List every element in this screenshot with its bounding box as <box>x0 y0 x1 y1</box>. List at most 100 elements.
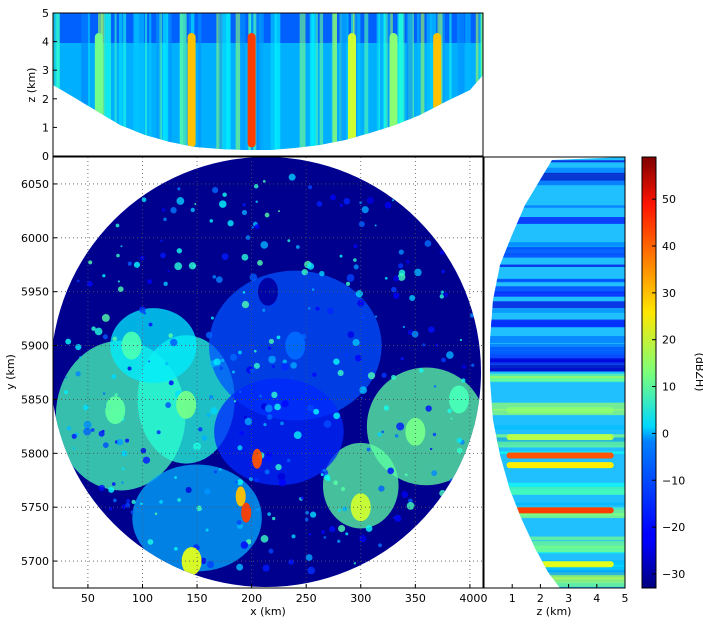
right-x-tick-label: 4 <box>593 592 600 605</box>
echo-cell <box>105 396 126 425</box>
top-panel: 0 1 2 3 4 5 z (km) <box>25 7 484 163</box>
right-x-tick-label: 5 <box>622 592 629 605</box>
echo-speckle <box>232 481 236 484</box>
top-column <box>356 13 361 150</box>
echo-speckle <box>353 264 359 270</box>
echo-speckle <box>71 433 77 439</box>
echo-speckle <box>311 288 315 291</box>
echo-speckle <box>345 532 349 536</box>
top-column <box>376 13 380 150</box>
echo-speckle <box>102 274 106 278</box>
echo-speckle <box>114 393 118 397</box>
echo-speckle <box>352 338 360 347</box>
echo-speckle <box>429 447 433 451</box>
echo-speckle <box>326 307 334 315</box>
top-column <box>55 13 60 150</box>
echo-speckle <box>154 512 158 516</box>
y-tick-label: 6050 <box>21 178 49 191</box>
echo-speckle <box>108 486 115 493</box>
echo-speckle <box>326 477 331 482</box>
echo-speckle <box>127 366 132 371</box>
echo-speckle <box>271 391 278 398</box>
main-y-ticks: 5700 5750 5800 5850 5900 5950 6000 6050 <box>21 178 57 568</box>
echo-speckle <box>322 468 326 472</box>
echo-speckle <box>361 314 366 320</box>
echo-speckle <box>405 259 410 264</box>
top-column <box>197 13 202 150</box>
echo-speckle <box>291 534 296 539</box>
right-row <box>490 545 625 553</box>
echo-speckle <box>329 525 336 533</box>
echo-speckle <box>433 385 437 388</box>
top-column <box>138 13 145 150</box>
right-row <box>490 566 625 572</box>
x-tick-label: 300 <box>350 592 371 605</box>
echo-speckle <box>165 402 172 408</box>
echo-speckle <box>205 331 213 339</box>
echo-speckle <box>235 480 239 484</box>
echo-speckle <box>355 290 363 298</box>
echo-speckle <box>102 334 108 340</box>
echo-speckle <box>406 501 415 510</box>
echo-speckle <box>316 201 323 207</box>
colorbar-tick-label: 10 <box>662 381 676 394</box>
echo-speckle <box>239 430 244 436</box>
echo-speckle <box>64 390 69 395</box>
echo-speckle <box>177 498 181 502</box>
echo-speckle <box>140 502 143 506</box>
right-row-core <box>506 507 614 514</box>
echo-speckle <box>125 438 130 443</box>
echo-speckle <box>339 203 344 208</box>
echo-speckle <box>387 467 395 475</box>
top-column-core <box>389 33 398 148</box>
echo-speckle <box>450 417 453 420</box>
echo-speckle <box>174 476 178 479</box>
top-column <box>216 13 219 150</box>
echo-speckle <box>222 192 227 197</box>
right-row <box>490 513 625 519</box>
echo-speckle <box>143 311 147 315</box>
echo-speckle <box>219 366 224 370</box>
top-column <box>256 13 262 150</box>
right-row <box>490 167 625 174</box>
top-column <box>123 13 127 150</box>
echo-speckle <box>353 562 357 565</box>
echo-speckle <box>259 394 263 398</box>
echo-speckle <box>353 258 357 262</box>
right-row <box>490 247 625 255</box>
echo-speckle <box>287 239 291 243</box>
echo-speckle <box>116 253 120 258</box>
echo-speckle <box>262 564 270 572</box>
right-x-tick-label: 1 <box>509 592 516 605</box>
echo-speckle <box>253 349 257 353</box>
echo-speckle <box>439 250 445 255</box>
y-tick-label: 5700 <box>21 555 49 568</box>
top-column <box>299 13 306 150</box>
echo-speckle <box>91 326 96 331</box>
echo-speckle <box>288 173 296 181</box>
echo-speckle <box>98 430 105 437</box>
right-row-core <box>506 462 614 469</box>
echo-speckle <box>88 260 93 265</box>
echo-cell <box>121 331 142 360</box>
echo-speckle <box>330 194 336 201</box>
echo-cell <box>258 277 278 306</box>
echo-speckle <box>141 197 147 203</box>
echo-speckle <box>307 262 315 270</box>
top-column <box>87 13 90 150</box>
x-tick-label: 100 <box>132 592 153 605</box>
echo-speckle <box>333 480 339 486</box>
echo-speckle <box>212 186 219 194</box>
echo-speckle <box>300 496 304 500</box>
echo-speckle <box>65 376 68 379</box>
y-tick-label: 6000 <box>21 232 49 245</box>
echo-speckle <box>260 535 269 543</box>
top-column <box>465 13 471 150</box>
top-column <box>274 13 281 150</box>
echo-speckle <box>221 358 225 363</box>
echo-speckle <box>439 489 446 497</box>
right-row-core <box>506 561 614 568</box>
colorbar-tick-label: −20 <box>662 521 685 534</box>
echo-speckle <box>397 273 406 281</box>
echo-speckle <box>353 244 358 249</box>
